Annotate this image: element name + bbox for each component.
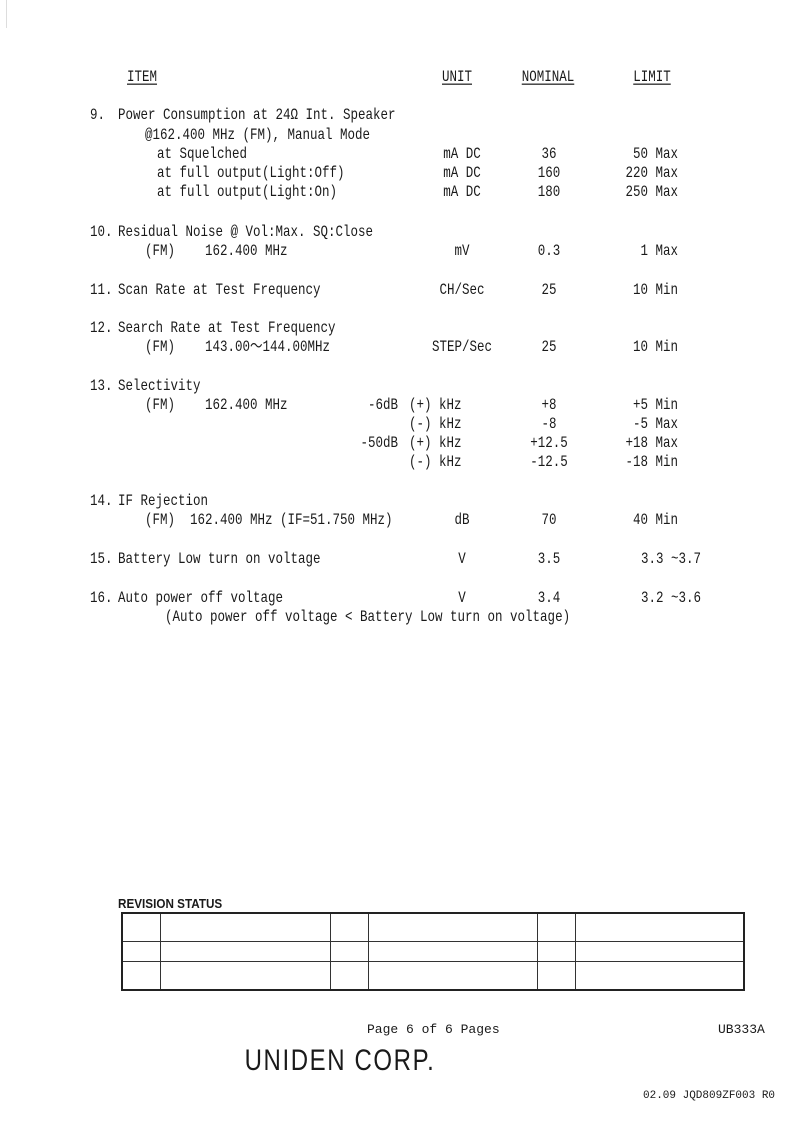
- limit-value: 10 Min: [632, 281, 678, 299]
- unit-value: mA DC: [443, 183, 481, 201]
- item-description: (Auto power off voltage < Battery Low tu…: [165, 608, 571, 626]
- unit-value: mA DC: [443, 164, 481, 182]
- nominal-value: 3.4: [537, 589, 561, 607]
- nominal-value: 25: [541, 281, 557, 299]
- item-number: 14.: [90, 492, 113, 510]
- unit-value: STEP/Sec: [431, 338, 493, 356]
- unit-value: dB: [454, 511, 470, 529]
- item-description: (FM) 143.00～144.00MHz: [145, 338, 331, 356]
- limit-value: 10 Min: [632, 338, 678, 356]
- company-name: UNIDEN CORP.: [244, 1044, 436, 1077]
- item-description: (FM) 162.400 MHz: [145, 242, 288, 260]
- item-description: (FM) 162.400 MHz: [145, 396, 288, 414]
- unit-value: V: [458, 550, 466, 568]
- nominal-value: 36: [541, 145, 557, 163]
- item-number: 11.: [90, 281, 113, 299]
- nominal-value: 160: [537, 164, 561, 182]
- header-unit: UNIT: [441, 68, 473, 86]
- nominal-value: -8: [541, 415, 557, 433]
- item-number: 9.: [90, 106, 106, 124]
- table-row: [121, 941, 745, 962]
- header-item: ITEM: [127, 68, 158, 86]
- document-reference: 02.09 JQD809ZF003 R0: [643, 1090, 776, 1102]
- item-number: 10.: [90, 223, 113, 241]
- nominal-value: 180: [537, 183, 561, 201]
- nominal-value: -12.5: [530, 453, 568, 471]
- revision-status-table: [121, 912, 745, 991]
- limit-value: 40 Min: [632, 511, 678, 529]
- revision-status-title: REVISION STATUS: [118, 896, 223, 911]
- table-row: [121, 960, 745, 991]
- header-limit: LIMIT: [633, 68, 671, 86]
- item-description: at Squelched: [157, 145, 248, 163]
- unit-value: V: [458, 589, 466, 607]
- item-number: 16.: [90, 589, 113, 607]
- limit-value: -18 Min: [625, 453, 678, 471]
- limit-value: 50 Max: [632, 145, 678, 163]
- unit-value: CH/Sec: [439, 281, 485, 299]
- item-description: @162.400 MHz (FM), Manual Mode: [145, 126, 371, 144]
- nominal-value: 0.3: [537, 242, 561, 260]
- document-code: UB333A: [718, 1022, 765, 1037]
- limit-value: +18 Max: [625, 434, 678, 452]
- nominal-value: 70: [541, 511, 557, 529]
- item-description: Power Consumption at 24Ω Int. Speaker: [118, 106, 396, 124]
- scan-mark: [6, 0, 7, 28]
- limit-value: +5 Min: [632, 396, 678, 414]
- nominal-value: +8: [541, 396, 557, 414]
- unit-value: (-) kHz: [409, 453, 462, 471]
- item-number: 12.: [90, 319, 113, 337]
- unit-value: mV: [454, 242, 470, 260]
- limit-value: 250 Max: [625, 183, 678, 201]
- limit-value: 3.3 ~3.7: [640, 550, 701, 568]
- item-description: Battery Low turn on voltage: [118, 550, 321, 568]
- attenuation-level: -6dB: [367, 396, 398, 414]
- unit-value: mA DC: [443, 145, 481, 163]
- unit-value: (+) kHz: [409, 396, 462, 414]
- item-description: at full output(Light:Off): [157, 164, 345, 182]
- item-description: Auto power off voltage: [118, 589, 284, 607]
- item-number: 15.: [90, 550, 113, 568]
- item-description: IF Rejection: [118, 492, 209, 510]
- item-description: Selectivity: [118, 377, 201, 395]
- item-description: Scan Rate at Test Frequency: [118, 281, 321, 299]
- item-description: Search Rate at Test Frequency: [118, 319, 336, 337]
- nominal-value: +12.5: [530, 434, 568, 452]
- item-description: (FM) 162.400 MHz (IF=51.750 MHz): [145, 511, 393, 529]
- limit-value: 1 Max: [640, 242, 678, 260]
- limit-value: -5 Max: [632, 415, 678, 433]
- nominal-value: 3.5: [537, 550, 561, 568]
- limit-value: 220 Max: [625, 164, 678, 182]
- unit-value: (+) kHz: [409, 434, 462, 452]
- header-nominal: NOMINAL: [521, 68, 575, 86]
- unit-value: (-) kHz: [409, 415, 462, 433]
- page-number: Page 6 of 6 Pages: [367, 1022, 500, 1037]
- attenuation-level: -50dB: [360, 434, 398, 452]
- item-description: at full output(Light:On): [157, 183, 338, 201]
- table-row: [121, 912, 745, 943]
- item-description: Residual Noise @ Vol:Max. SQ:Close: [118, 223, 374, 241]
- limit-value: 3.2 ~3.6: [640, 589, 701, 607]
- nominal-value: 25: [541, 338, 557, 356]
- item-number: 13.: [90, 377, 113, 395]
